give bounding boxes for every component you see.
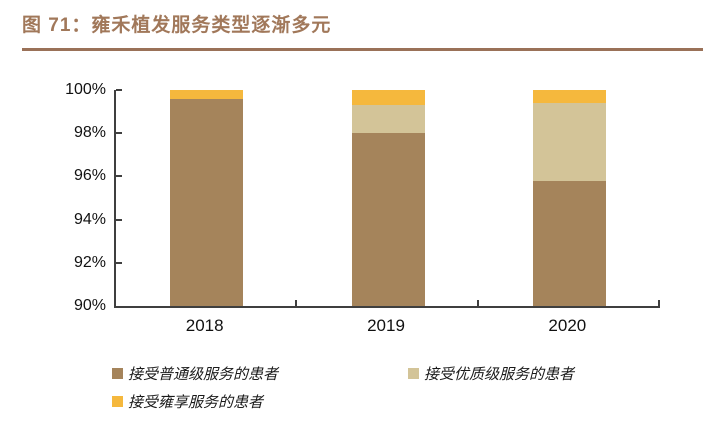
y-axis-tick-label: 98% <box>73 124 106 142</box>
y-axis-tick-mark <box>116 175 122 178</box>
x-axis-label: 2018 <box>185 316 224 335</box>
bar-segment-2018 <box>170 90 244 99</box>
x-axis-label: 2019 <box>367 316 405 335</box>
bar-2019 <box>351 90 425 306</box>
x-axis-tick-mark <box>476 300 479 306</box>
y-axis-tick-mark <box>116 89 122 91</box>
y-axis-tick-mark <box>116 218 122 221</box>
y-axis-tick-label: 96% <box>73 167 106 185</box>
x-axis-tick-mark <box>295 300 298 306</box>
y-axis-tick-label: 90% <box>73 297 106 314</box>
bar-segment-2020 <box>532 90 606 103</box>
y-axis-tick-label: 100% <box>65 81 106 98</box>
x-axis-label: 2020 <box>548 316 587 335</box>
bar-segment-2020 <box>532 180 606 306</box>
legend: 接受普通级服务的患者 接受优质级服务的患者接受雍享服务的患者 <box>112 363 574 412</box>
y-axis-tick-mark <box>116 132 122 135</box>
plot-area <box>114 89 660 308</box>
legend-item: 接受雍享服务的患者 <box>112 391 408 412</box>
figure-title: 图 71：雍禾植发服务类型逐渐多元 <box>22 15 332 36</box>
bar-segment-2019 <box>351 90 425 106</box>
y-axis-tick-label: 92% <box>73 253 106 271</box>
legend-swatch-icon <box>408 368 419 379</box>
bar-segment-2019 <box>351 105 425 134</box>
legend-label: 接受雍享服务的患者 <box>128 395 264 411</box>
legend-item: 接受优质级服务的患者 <box>408 363 574 384</box>
legend-swatch-icon <box>112 368 123 379</box>
bar-2018 <box>170 90 244 306</box>
legend-item: 接受普通级服务的患者 <box>112 363 408 384</box>
y-axis-tick-label: 94% <box>73 210 106 228</box>
x-axis-tick-mark <box>658 300 660 306</box>
y-axis-tick-mark <box>116 261 122 264</box>
bar-segment-2020 <box>532 102 606 181</box>
legend-label: 接受普通级服务的患者 <box>128 367 279 383</box>
bar-2020 <box>532 90 606 306</box>
bar-segment-2019 <box>351 133 425 306</box>
bar-segment-2018 <box>170 98 244 306</box>
legend-label: 接受优质级服务的患者 <box>424 367 575 383</box>
legend-swatch-icon <box>112 396 123 407</box>
title-rule-divider <box>22 48 703 51</box>
